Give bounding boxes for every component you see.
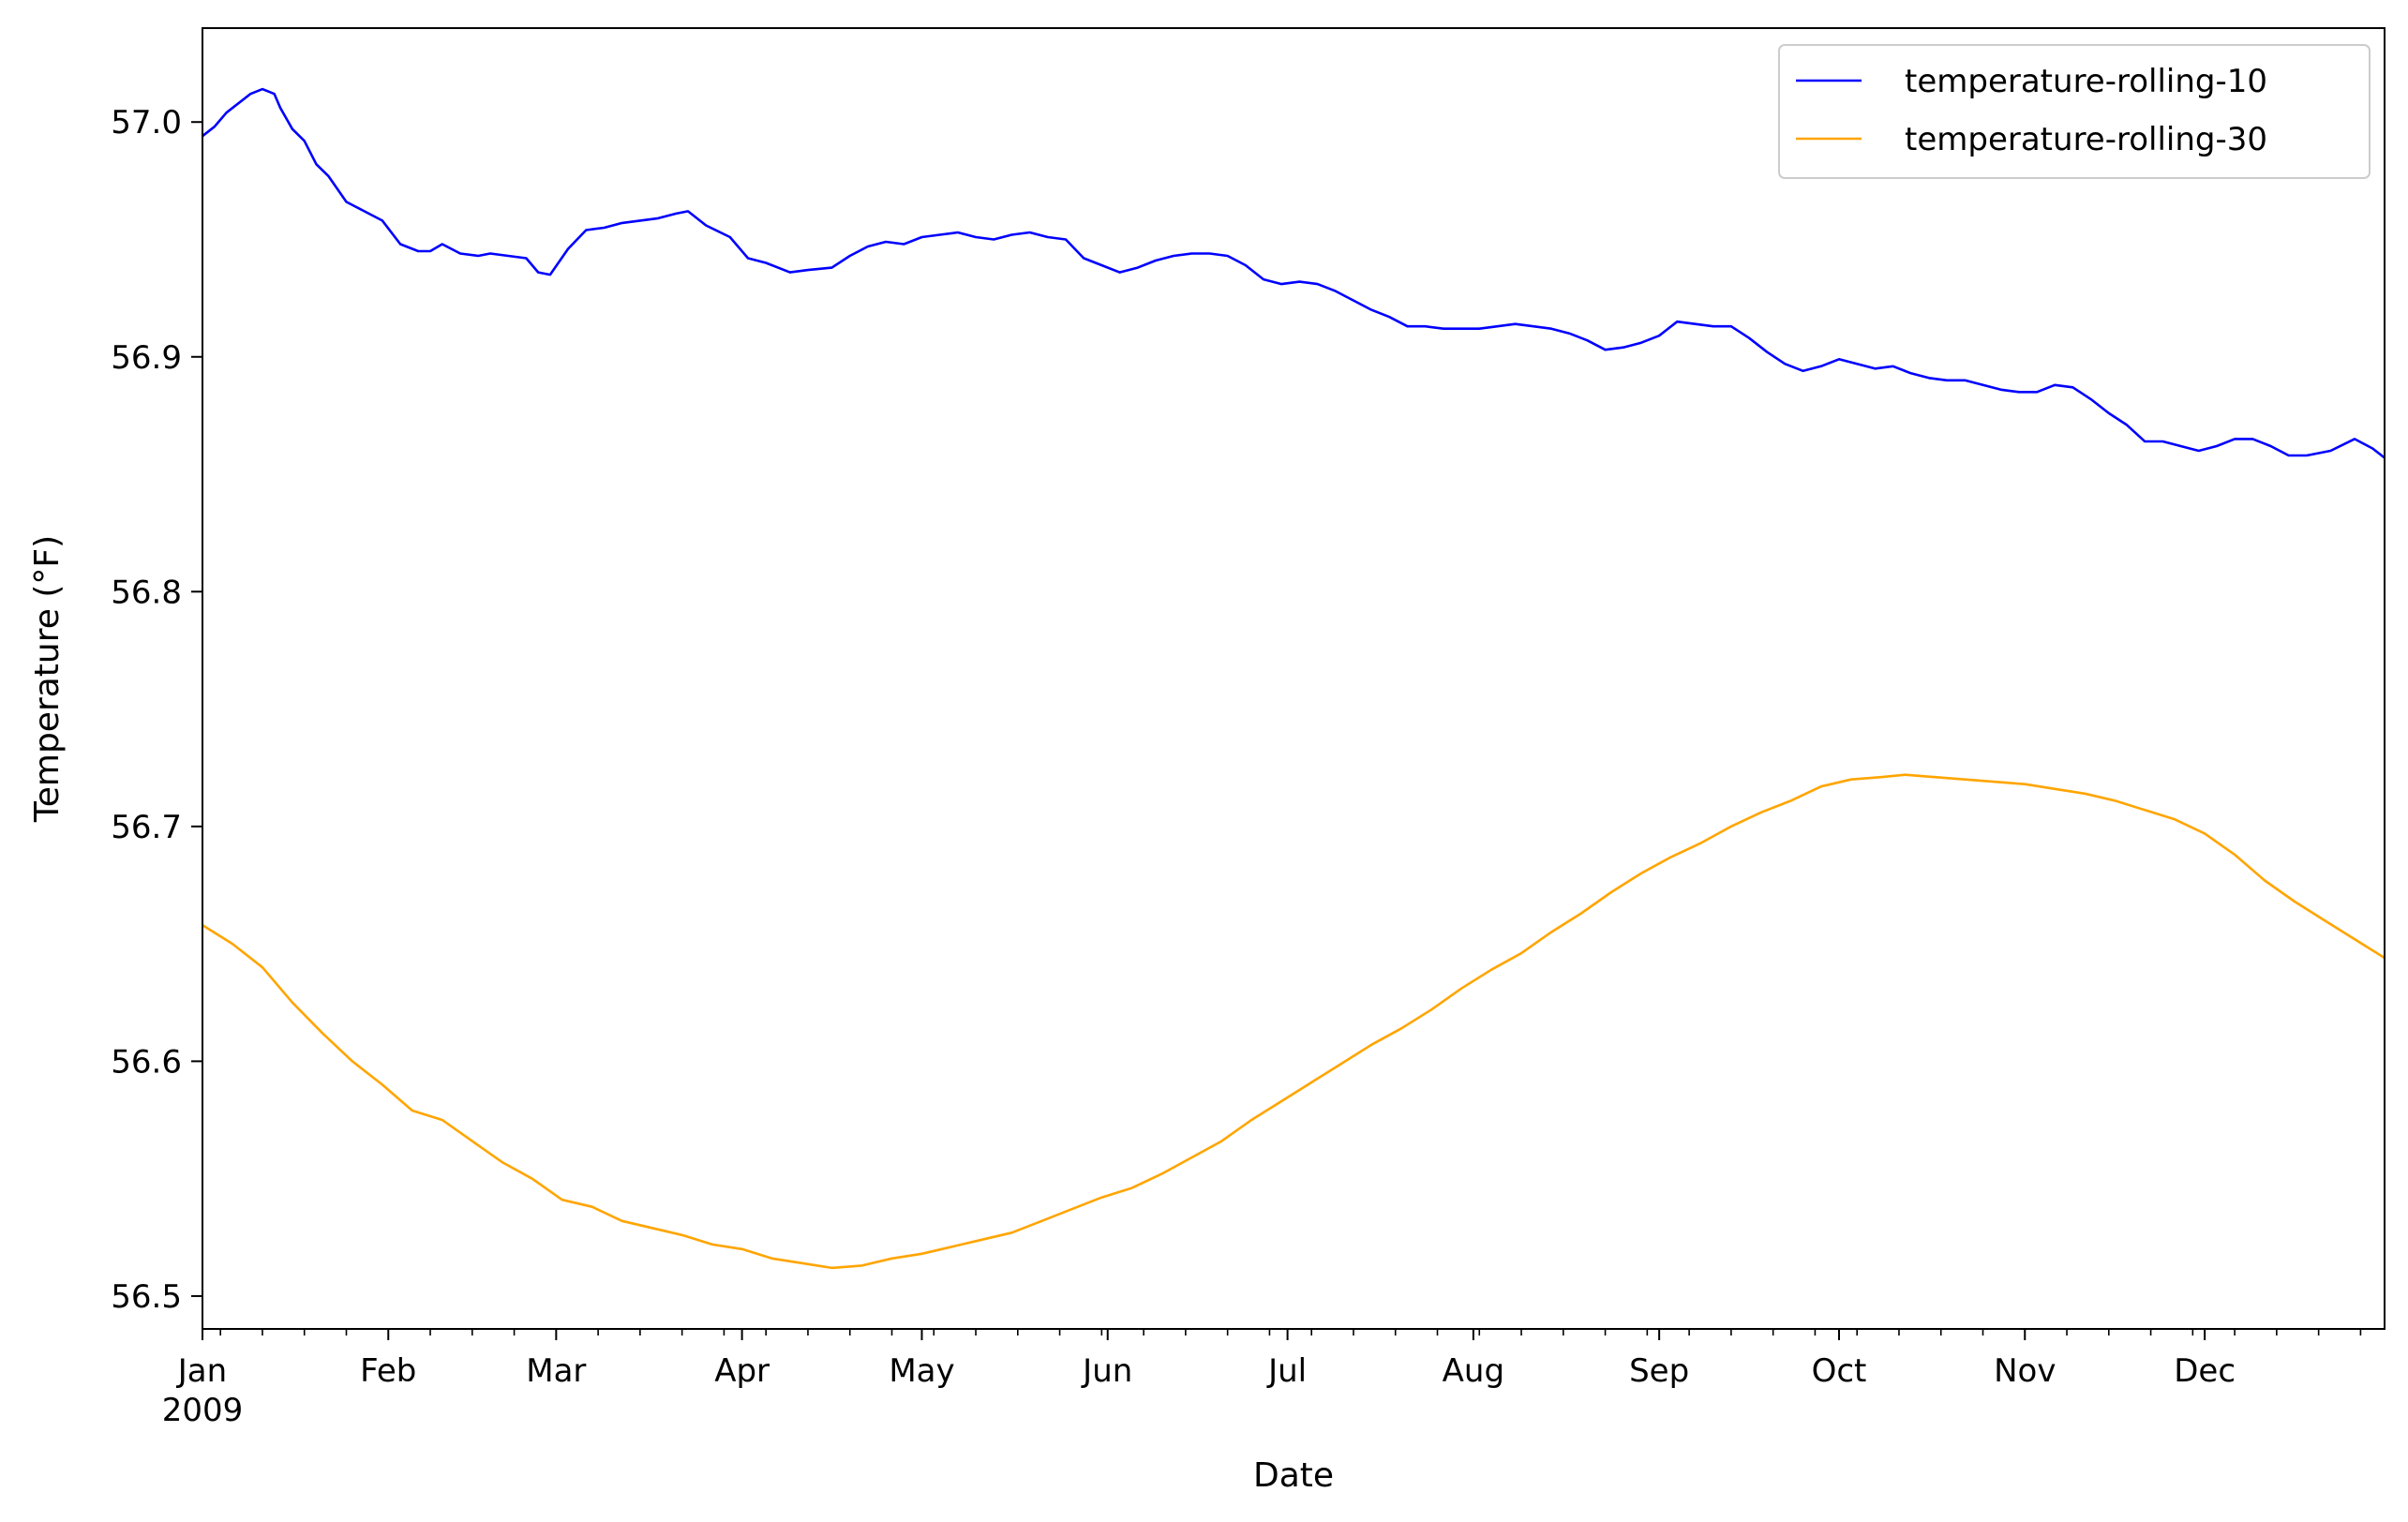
x-tick-label: Feb bbox=[360, 1352, 416, 1390]
y-tick-label: 56.6 bbox=[111, 1043, 182, 1081]
legend-label-temperature-rolling-10: temperature-rolling-10 bbox=[1905, 63, 2267, 100]
x-tick-label: May bbox=[889, 1352, 954, 1390]
x-tick-label: Jan bbox=[176, 1352, 227, 1390]
y-axis-label: Temperature (°F) bbox=[28, 535, 67, 823]
legend: temperature-rolling-10 temperature-rollin… bbox=[1778, 44, 2371, 179]
series-layer bbox=[202, 87, 2386, 1270]
y-axis: 56.5 56.6 56.7 56.8 56.9 57.0 bbox=[111, 104, 202, 1316]
series-line-temperature-rolling-10 bbox=[202, 87, 2386, 459]
x-tick-label: Jun bbox=[1081, 1352, 1132, 1390]
y-tick-label: 56.9 bbox=[111, 339, 182, 377]
x-tick-label: Apr bbox=[714, 1352, 770, 1390]
x-tick-label: Aug bbox=[1443, 1352, 1504, 1390]
series-line-temperature-rolling-30 bbox=[202, 773, 2386, 1270]
x-tick-label: Nov bbox=[1994, 1352, 2056, 1390]
x-tick-label: Mar bbox=[526, 1352, 586, 1390]
y-tick-label: 56.8 bbox=[111, 574, 182, 611]
x-tick-label: Jul bbox=[1266, 1352, 1307, 1390]
plot-area-frame bbox=[202, 27, 2386, 1330]
x-axis-label: Date bbox=[1253, 1456, 1334, 1495]
x-tick-sublabel: 2009 bbox=[162, 1392, 244, 1429]
legend-box bbox=[1778, 44, 2371, 179]
x-tick-label: Dec bbox=[2174, 1352, 2236, 1390]
y-tick-label: 56.7 bbox=[111, 809, 182, 846]
legend-label-temperature-rolling-30: temperature-rolling-30 bbox=[1905, 121, 2267, 158]
x-tick-label: Oct bbox=[1812, 1352, 1867, 1390]
y-tick-label: 57.0 bbox=[111, 104, 182, 142]
x-tick-label: Sep bbox=[1629, 1352, 1689, 1390]
y-tick-label: 56.5 bbox=[111, 1278, 182, 1316]
